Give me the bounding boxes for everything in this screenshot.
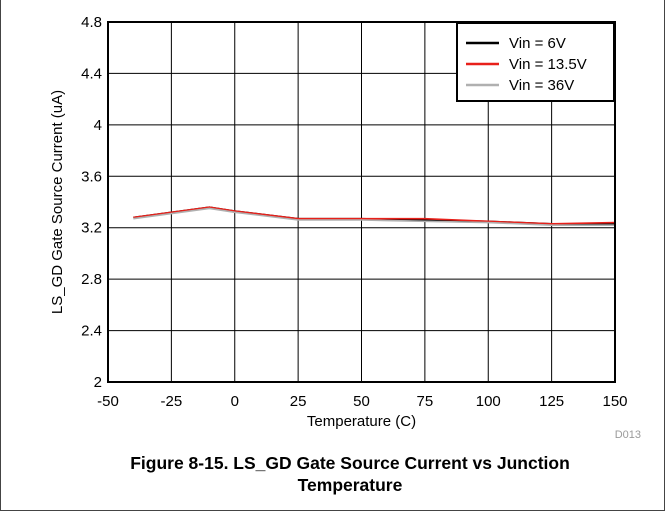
y-tick-label: 4.8 [81, 14, 102, 31]
legend-box [456, 22, 615, 102]
y-tick-label: 2.8 [81, 271, 102, 288]
series-line-3 [133, 207, 615, 226]
y-tick-label: 2.4 [81, 323, 102, 340]
x-tick-label: 0 [231, 393, 239, 410]
legend-label: Vin = 36V [509, 77, 574, 94]
plot-area [107, 21, 616, 383]
y-tick-label: 3.6 [81, 168, 102, 185]
x-tick-label: 75 [417, 393, 434, 410]
y-tick-label: 2 [94, 374, 102, 391]
line-chart: -50 -25 0 25 50 75 100 125 150 2 2.4 2.8 3.2 3.6 4 4.4 4… [49, 14, 641, 441]
figure-caption: Figure 8-15. LS_GD Gate Source Current v… [40, 452, 660, 496]
legend-label: Vin = 6V [509, 35, 566, 52]
y-axis-title: LS_GD Gate Source Current (uA) [49, 90, 66, 314]
y-tick-label: 3.2 [81, 220, 102, 237]
legend-label: Vin = 13.5V [509, 56, 587, 73]
legend: Vin = 6V Vin = 13.5V Vin = 36V [456, 22, 615, 102]
caption-line-1: Figure 8-15. LS_GD Gate Source Current v… [130, 453, 570, 473]
x-tick-label: 100 [476, 393, 501, 410]
x-tick-label: -25 [161, 393, 183, 410]
y-tick-label: 4 [94, 117, 102, 134]
caption-line-2: Temperature [297, 475, 403, 495]
series-line-2 [133, 206, 616, 225]
tick-labels: -50 -25 0 25 50 75 100 125 150 2 2.4 2.8 3.2 3.6 4 4.4 4… [81, 14, 627, 410]
x-tick-label: 25 [290, 393, 307, 410]
y-tick-label: 4.4 [81, 65, 102, 82]
x-axis-title: Temperature (C) [307, 413, 416, 430]
x-tick-label: 150 [602, 393, 627, 410]
figure-code: D013 [615, 429, 641, 441]
series-lines [133, 206, 616, 226]
x-tick-label: -50 [97, 393, 119, 410]
x-tick-label: 50 [353, 393, 370, 410]
x-tick-label: 125 [539, 393, 564, 410]
